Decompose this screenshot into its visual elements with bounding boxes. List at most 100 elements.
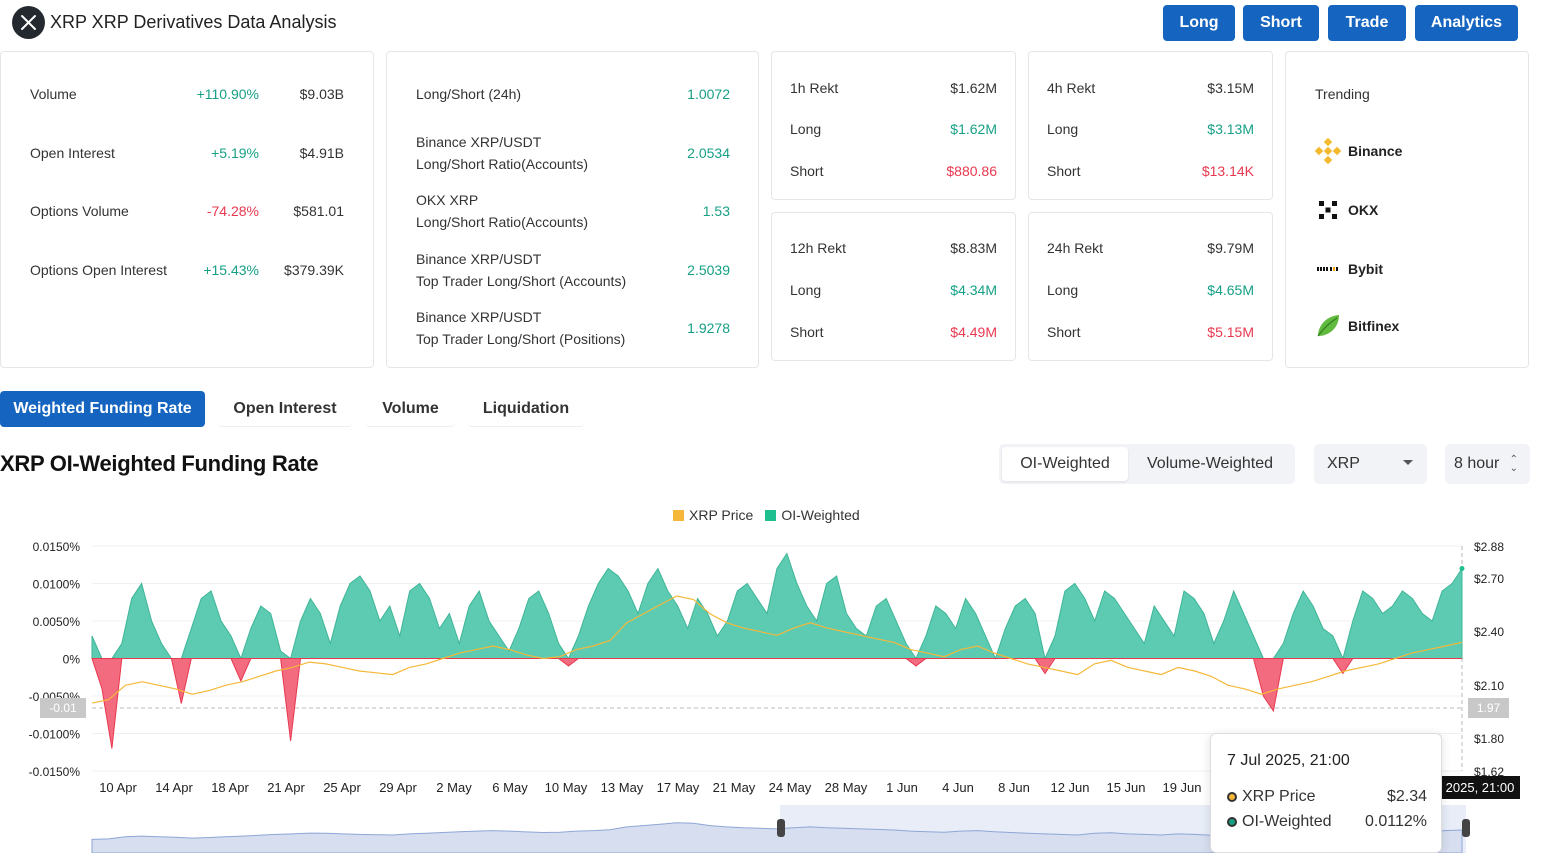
bitfinex-icon — [1315, 313, 1341, 339]
rekt-label: 12h Rekt — [790, 240, 847, 256]
crosshair-left-label: -0.01 — [40, 698, 86, 718]
x-tick: 8 Jun — [998, 780, 1030, 795]
volume-weighted-option[interactable]: Volume-Weighted — [1147, 455, 1273, 472]
ratio-value: 2.5039 — [687, 262, 730, 278]
ratio-value: 1.0072 — [687, 86, 730, 102]
x-tick: 14 Apr — [155, 780, 193, 795]
price-line — [91, 595, 1463, 704]
long-short-ratio-panel: Long/Short (24h) 1.0072 Binance XRP/USDT… — [386, 51, 759, 368]
rekt-long-label: Long — [790, 121, 822, 137]
x-tick: 4 Jun — [942, 780, 974, 795]
binance-icon — [1315, 138, 1341, 164]
long-button[interactable]: Long — [1163, 5, 1235, 41]
tooltip-label: XRP Price — [1242, 788, 1316, 805]
rekt-total: $3.15M — [1207, 80, 1254, 96]
chart-title: XRP OI-Weighted Funding Rate — [0, 451, 319, 476]
legend-item-price[interactable]: XRP Price — [673, 507, 753, 523]
rekt-long-label: Long — [790, 282, 822, 298]
x-tick: 13 May — [601, 780, 644, 795]
trending-item-label: Binance — [1348, 143, 1403, 159]
okx-icon — [1315, 197, 1341, 223]
tab-open-interest[interactable]: Open Interest — [218, 391, 352, 427]
y-right-tick: $1.80 — [1474, 732, 1504, 746]
navigator-handle-right — [1462, 819, 1470, 837]
funding-endpoint-dot — [1459, 566, 1465, 571]
coin-select-value: XRP — [1327, 455, 1360, 472]
legend-label: OI-Weighted — [781, 507, 860, 523]
ratio-value: 2.0534 — [687, 145, 730, 161]
weighting-toggle: OI-Weighted Volume-Weighted — [999, 444, 1295, 484]
rekt-label: 24h Rekt — [1047, 240, 1104, 256]
overview-value: $4.91B — [299, 145, 344, 161]
x-tick: 24 May — [769, 780, 812, 795]
rekt-short-value: $880.86 — [946, 163, 997, 179]
coin-select[interactable]: XRP — [1314, 444, 1427, 484]
rekt-long-value: $4.34M — [950, 282, 997, 298]
tooltip-date: 7 Jul 2025, 21:00 — [1227, 752, 1350, 769]
legend-label: XRP Price — [689, 507, 754, 523]
x-tick: 21 Apr — [267, 780, 305, 795]
tooltip-row-price: XRP Price $2.34 — [1227, 788, 1427, 806]
y-right-tick: $2.70 — [1474, 572, 1504, 586]
rekt-short-label: Short — [1047, 163, 1081, 179]
tab-liquidation[interactable]: Liquidation — [468, 391, 584, 427]
trending-item-okx[interactable]: OKX — [1315, 197, 1378, 223]
rekt-24h-panel: 24h Rekt $9.79M Long $4.65M Short $5.15M — [1028, 212, 1273, 361]
x-tick: 29 Apr — [379, 780, 417, 795]
ratio-label: Binance XRP/USDT Top Trader Long/Short (P… — [416, 309, 626, 347]
trending-item-bybit[interactable]: Bybit — [1315, 256, 1383, 282]
y-left-tick: 0.0150% — [33, 540, 81, 554]
tooltip-value: $2.34 — [1386, 788, 1427, 805]
overview-label: Volume — [30, 86, 77, 102]
x-tick: 17 May — [657, 780, 700, 795]
tooltip-label: OI-Weighted — [1242, 813, 1332, 830]
overview-panel: Volume +110.90% $9.03B Open Interest +5.… — [0, 51, 374, 368]
bybit-icon — [1315, 256, 1341, 282]
trending-item-label: Bitfinex — [1348, 318, 1400, 334]
ratio-value: 1.53 — [702, 203, 730, 219]
chart-legend: XRP Price OI-Weighted — [673, 507, 872, 523]
tooltip-value: 0.0112% — [1365, 813, 1427, 830]
chart-tooltip: 7 Jul 2025, 21:00 XRP Price $2.34 OI-Wei… — [1210, 733, 1442, 853]
ratio-label: Binance XRP/USDT Long/Short Ratio(Account… — [416, 134, 588, 172]
rekt-1h-panel: 1h Rekt $1.62M Long $1.62M Short $880.86 — [771, 51, 1016, 200]
trending-item-label: Bybit — [1348, 261, 1383, 277]
x-tick: 19 Jun — [1162, 780, 1201, 795]
rekt-long-label: Long — [1047, 121, 1079, 137]
x-tick: 1 Jun — [886, 780, 918, 795]
legend-swatch — [673, 509, 684, 521]
tab-weighted-funding-rate[interactable]: Weighted Funding Rate — [0, 391, 205, 427]
oi-weighted-option[interactable]: OI-Weighted — [1002, 447, 1128, 481]
rekt-12h-panel: 12h Rekt $8.83M Long $4.34M Short $4.49M — [771, 212, 1016, 361]
legend-item-oi[interactable]: OI-Weighted — [765, 507, 860, 523]
trending-item-bitfinex[interactable]: Bitfinex — [1315, 313, 1399, 339]
short-button[interactable]: Short — [1243, 5, 1319, 41]
tab-volume[interactable]: Volume — [366, 391, 455, 427]
rekt-long-label: Long — [1047, 282, 1079, 298]
page-title: XRP XRP Derivatives Data Analysis — [50, 12, 337, 32]
analytics-button[interactable]: Analytics — [1415, 5, 1518, 41]
x-tick: 18 Apr — [211, 780, 249, 795]
ratio-label: Long/Short (24h) — [416, 86, 522, 102]
tooltip-row-oi: OI-Weighted 0.0112% — [1227, 813, 1427, 831]
overview-label: Open Interest — [30, 145, 115, 161]
rekt-short-value: $4.49M — [950, 324, 997, 340]
interval-select[interactable]: 8 hour ⌃ ⌄ — [1445, 444, 1530, 484]
y-right-tick: $2.40 — [1474, 625, 1504, 639]
overview-value: $9.03B — [299, 86, 344, 102]
overview-change: +110.90% — [196, 86, 259, 102]
y-left-tick: 0.0050% — [33, 615, 81, 629]
navigator-handle-left — [777, 819, 785, 837]
x-tick: 21 May — [713, 780, 756, 795]
xrp-logo-icon — [12, 6, 45, 39]
interval-select-value: 8 hour — [1454, 455, 1500, 472]
trending-item-binance[interactable]: Binance — [1315, 138, 1402, 164]
legend-swatch — [765, 509, 777, 521]
rekt-short-label: Short — [790, 324, 824, 340]
page-header: XRP XRP Derivatives Data Analysis Long S… — [0, 0, 1565, 46]
trending-panel: Trending Binance — [1285, 51, 1529, 368]
x-tick: 12 Jun — [1050, 780, 1089, 795]
trade-button[interactable]: Trade — [1328, 5, 1406, 41]
overview-value: $581.01 — [293, 203, 344, 219]
overview-label: Options Volume — [30, 203, 129, 219]
